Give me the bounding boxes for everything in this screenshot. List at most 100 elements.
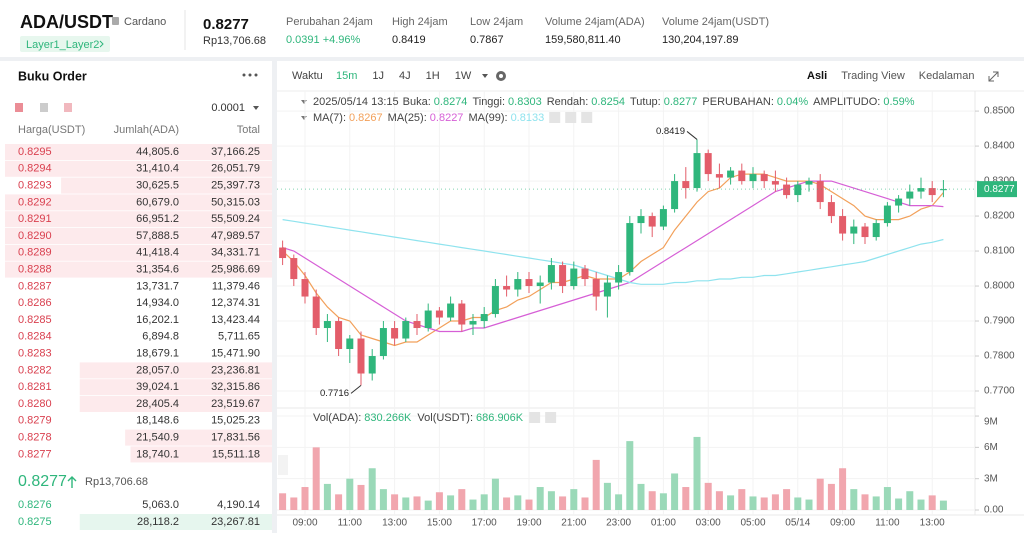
price-idr: Rp13,706.68: [203, 35, 266, 47]
candle-body: [906, 191, 914, 199]
volume-bar: [379, 489, 387, 510]
volume-bar: [682, 487, 690, 510]
volume-bar: [626, 441, 634, 510]
order-cell: 0.8288: [18, 264, 52, 276]
candle-body: [503, 286, 511, 290]
order-cell: 6,894.8: [142, 331, 179, 343]
y-tick-label: 0.8400: [984, 141, 1015, 152]
order-cell: 4,190.14: [217, 499, 260, 511]
last-price-idr: Rp13,706.68: [85, 476, 148, 488]
volume-bar: [357, 484, 365, 510]
annotation: 0.8419: [656, 126, 685, 137]
order-cell: 14,934.0: [136, 297, 179, 309]
info-label: PERUBAHAN:: [702, 96, 774, 108]
vol-value: 830.266K: [364, 412, 412, 424]
x-tick-label: 05/14: [785, 518, 810, 529]
info-value: 0.04%: [777, 96, 808, 108]
annotation-leader: [686, 131, 698, 140]
volume-bar: [760, 497, 768, 510]
legend-icon[interactable]: [549, 112, 561, 123]
candle-body: [861, 226, 869, 238]
y-tick-label: 0.8000: [984, 281, 1015, 292]
candle-body: [659, 209, 667, 227]
menu-dots[interactable]: [242, 73, 258, 77]
volume-bar: [637, 483, 645, 510]
x-tick-label: 17:00: [472, 518, 497, 529]
dropdown-arrow[interactable]: [253, 106, 259, 110]
precision[interactable]: 0.0001: [211, 102, 245, 114]
vol-label: Vol(ADA):: [313, 412, 361, 424]
candle-body: [458, 303, 466, 325]
expand-icon[interactable]: [988, 71, 999, 82]
volume-bar: [402, 497, 410, 510]
view-tab[interactable]: Asli: [807, 70, 827, 82]
order-cell: 0.8289: [18, 247, 52, 259]
interval[interactable]: 4J: [399, 70, 411, 82]
view-tab[interactable]: Kedalaman: [919, 70, 975, 82]
candle-body: [850, 226, 858, 234]
order-cell: 0.8284: [18, 331, 52, 343]
candle-body: [794, 184, 802, 196]
volume-bar: [312, 447, 320, 510]
volume-bar: [346, 478, 354, 510]
order-cell: 23,519.67: [211, 398, 260, 410]
legend-icon[interactable]: [545, 412, 557, 423]
candle-body: [917, 188, 925, 192]
volume-bar: [525, 499, 533, 510]
legend-icon[interactable]: [581, 112, 593, 123]
legend-icon[interactable]: [529, 412, 541, 423]
interval-dropdown[interactable]: [482, 74, 488, 78]
volume-bar: [671, 473, 679, 510]
ma-value: 0.8133: [511, 112, 545, 124]
depth-bar: [61, 177, 272, 194]
tag-bg[interactable]: [20, 36, 110, 52]
depth-bar: [79, 362, 272, 379]
order-cell: 66,951.2: [136, 213, 179, 225]
x-tick-label: 09:00: [292, 518, 317, 529]
volume-bar: [592, 459, 600, 510]
tag[interactable]: Layer1_Layer2: [26, 39, 99, 51]
settings-icon[interactable]: [496, 71, 506, 81]
info-value: 0.8274: [434, 96, 468, 108]
volume-bar: [816, 478, 824, 510]
legend-icon[interactable]: [565, 112, 577, 123]
order-cell: 18,148.6: [136, 415, 179, 427]
candle-body: [928, 188, 936, 196]
candle-body: [536, 282, 544, 287]
view-tab[interactable]: Trading View: [841, 70, 905, 82]
depth-bar: [5, 228, 272, 244]
volume-bar: [771, 494, 779, 510]
vol-label: Vol(USDT):: [417, 412, 473, 424]
coin-name: Cardano: [124, 16, 166, 28]
order-cell: 18,740.1: [136, 448, 179, 460]
interval[interactable]: 15m: [336, 70, 357, 82]
order-cell: 32,315.86: [211, 381, 260, 393]
view-icons[interactable]: [15, 103, 72, 112]
stat-value: 159,580,811.40: [545, 34, 621, 46]
x-tick-label: 01:00: [651, 518, 676, 529]
toolbar-label: Waktu: [292, 70, 323, 82]
order-cell: 50,315.03: [211, 196, 260, 208]
y-tick-label: 0.8100: [984, 246, 1015, 257]
candle-body: [682, 181, 690, 189]
candle-body: [346, 338, 354, 350]
x-tick-label: 13:00: [382, 518, 407, 529]
volume-bar: [917, 499, 925, 510]
candle-body: [939, 189, 947, 191]
interval[interactable]: 1H: [426, 70, 440, 82]
volume-bar: [547, 491, 555, 510]
side-handle[interactable]: [278, 455, 288, 475]
order-cell: 23,236.81: [211, 364, 260, 376]
info-label: Tinggi:: [472, 96, 505, 108]
candle-body: [615, 272, 623, 283]
order-cell: 17,831.56: [211, 432, 260, 444]
x-tick-label: 11:00: [875, 518, 900, 529]
depth-bar: [130, 446, 272, 463]
ma-line: [282, 173, 944, 347]
ma-value: 0.8227: [430, 112, 464, 124]
order-cell: 57,888.5: [136, 230, 179, 242]
interval[interactable]: 1W: [455, 70, 472, 82]
order-cell: 0.8285: [18, 314, 52, 326]
interval[interactable]: 1J: [372, 70, 384, 82]
candle-body: [525, 279, 533, 287]
